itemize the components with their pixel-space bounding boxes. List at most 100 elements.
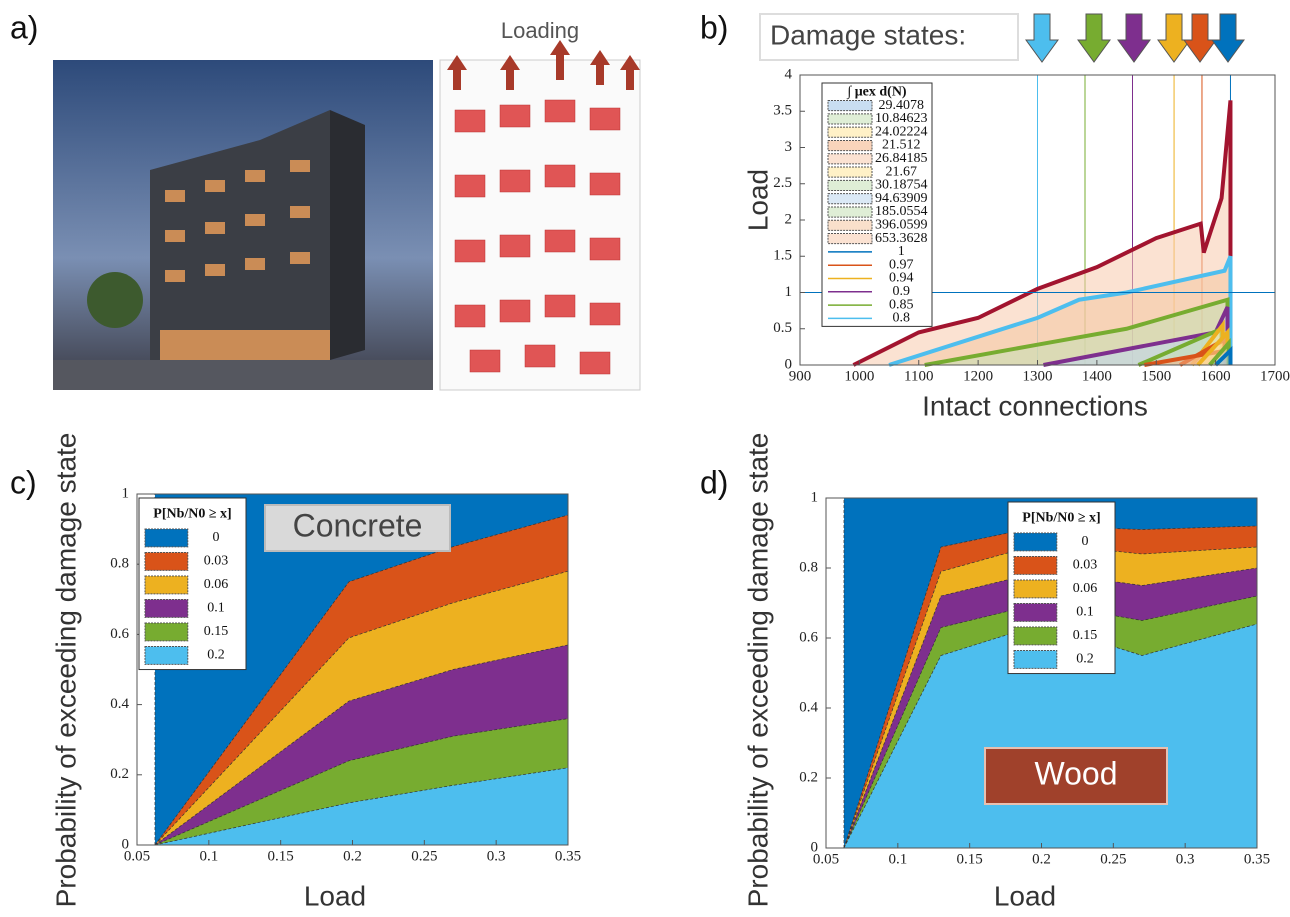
y-tick-label: 1 (785, 284, 793, 300)
legend-swatch (828, 114, 872, 124)
legend-title: P[Nb/N0 ≥ x] (153, 507, 231, 522)
legend-swatch (1014, 604, 1057, 622)
legend-swatch (145, 529, 188, 547)
y-tick-label: 0.6 (799, 629, 818, 645)
panel-label: a) (10, 9, 38, 45)
legend-swatch (145, 647, 188, 665)
y-axis-label: Probability of exceeding damage state (50, 433, 81, 908)
annotation: Concrete (293, 507, 423, 543)
x-tick-label: 0.1 (199, 848, 218, 864)
panel-label: b) (700, 9, 728, 45)
y-tick-label: 0 (122, 836, 130, 852)
legend-swatch (145, 623, 188, 641)
x-tick-label: 0.3 (1176, 851, 1195, 867)
legend-label: 0.15 (1073, 628, 1098, 643)
legend-swatch (1014, 557, 1057, 575)
legend-label: 0.8 (892, 311, 910, 326)
y-tick-label: 1 (122, 485, 130, 501)
y-tick-label: 0 (811, 839, 819, 855)
annotation: Wood (1034, 755, 1117, 791)
x-axis-label: Load (304, 880, 366, 911)
legend-label: 0.15 (204, 624, 229, 639)
legend-label: 0.2 (1076, 652, 1094, 667)
legend-swatch (828, 101, 872, 111)
x-tick-label: 0.15 (957, 851, 983, 867)
legend-title: P[Nb/N0 ≥ x] (1022, 511, 1100, 526)
y-tick-label: 2 (785, 211, 793, 227)
loading-illustration (440, 40, 640, 390)
x-tick-label: 0.35 (1244, 851, 1270, 867)
x-tick-label: 0.25 (1100, 851, 1126, 867)
legend-swatch (828, 234, 872, 244)
x-tick-label: 1200 (963, 368, 993, 384)
chart: c)0.050.10.150.20.250.30.3500.20.40.60.8… (10, 433, 581, 912)
legend-label: 0 (213, 530, 220, 545)
legend-label: 0.03 (204, 554, 229, 569)
y-tick-label: 1.5 (773, 248, 792, 264)
annotation: Damage states: (770, 19, 966, 50)
annotation: Loading (501, 18, 579, 43)
legend-label: 0.03 (1073, 558, 1098, 573)
legend-swatch (145, 553, 188, 571)
y-tick-label: 0.5 (773, 320, 792, 336)
y-tick-label: 0.8 (110, 556, 129, 572)
x-tick-label: 1500 (1141, 368, 1171, 384)
panel-label: c) (10, 464, 37, 500)
x-tick-label: 1600 (1201, 368, 1231, 384)
x-tick-label: 1400 (1082, 368, 1112, 384)
y-tick-label: 0.8 (799, 559, 818, 575)
y-tick-label: 4 (785, 66, 793, 82)
legend-swatch (1014, 627, 1057, 645)
x-axis-label: Intact connections (922, 390, 1148, 421)
x-axis-label: Load (994, 880, 1056, 911)
legend-swatch (828, 140, 872, 150)
legend-label: 0 (1082, 534, 1089, 549)
x-tick-label: 0.25 (411, 848, 437, 864)
legend-swatch (828, 207, 872, 217)
legend-swatch (828, 220, 872, 230)
legend-swatch (828, 194, 872, 204)
y-tick-label: 2.5 (773, 175, 792, 191)
x-tick-label: 0.15 (268, 848, 294, 864)
legend-label: 0.06 (1073, 581, 1098, 596)
legend-label: 0.1 (1076, 605, 1094, 620)
legend-swatch (828, 180, 872, 190)
x-tick-label: 0.35 (555, 848, 581, 864)
chart: d)0.050.10.150.20.250.30.3500.20.40.60.8… (700, 433, 1270, 912)
y-axis-label: Load (742, 169, 773, 231)
x-tick-label: 1300 (1023, 368, 1053, 384)
y-tick-label: 1 (811, 489, 819, 505)
figure: a) Loading b)900100011001200130014001500… (0, 0, 1290, 917)
legend-label: 0.2 (207, 648, 225, 663)
y-tick-label: 0.4 (110, 696, 129, 712)
legend-swatch (145, 600, 188, 618)
x-tick-label: 1700 (1260, 368, 1290, 384)
y-tick-label: 0.2 (799, 769, 818, 785)
legend-label: 0.1 (207, 601, 225, 616)
damage-arrows (1026, 14, 1244, 62)
y-tick-label: 0.2 (110, 766, 129, 782)
legend-swatch (828, 127, 872, 137)
x-tick-label: 0.3 (487, 848, 506, 864)
y-tick-label: 0.6 (110, 626, 129, 642)
panel-label: d) (700, 464, 728, 500)
legend-swatch (145, 576, 188, 594)
legend-swatch (1014, 651, 1057, 669)
x-tick-label: 1100 (904, 368, 933, 384)
legend-swatch (1014, 580, 1057, 598)
y-tick-label: 0.4 (799, 699, 818, 715)
x-tick-label: 0.2 (343, 848, 362, 864)
x-tick-label: 0.1 (888, 851, 907, 867)
y-tick-label: 3.5 (773, 103, 792, 119)
y-tick-label: 0 (785, 356, 793, 372)
legend-swatch (828, 167, 872, 177)
legend-label: 0.06 (204, 577, 229, 592)
building-photo (53, 60, 433, 390)
legend-swatch (828, 154, 872, 164)
x-tick-label: 0.2 (1032, 851, 1051, 867)
legend-swatch (1014, 533, 1057, 551)
y-axis-label: Probability of exceeding damage state (742, 433, 773, 908)
y-tick-label: 3 (785, 139, 793, 155)
x-tick-label: 900 (789, 368, 812, 384)
